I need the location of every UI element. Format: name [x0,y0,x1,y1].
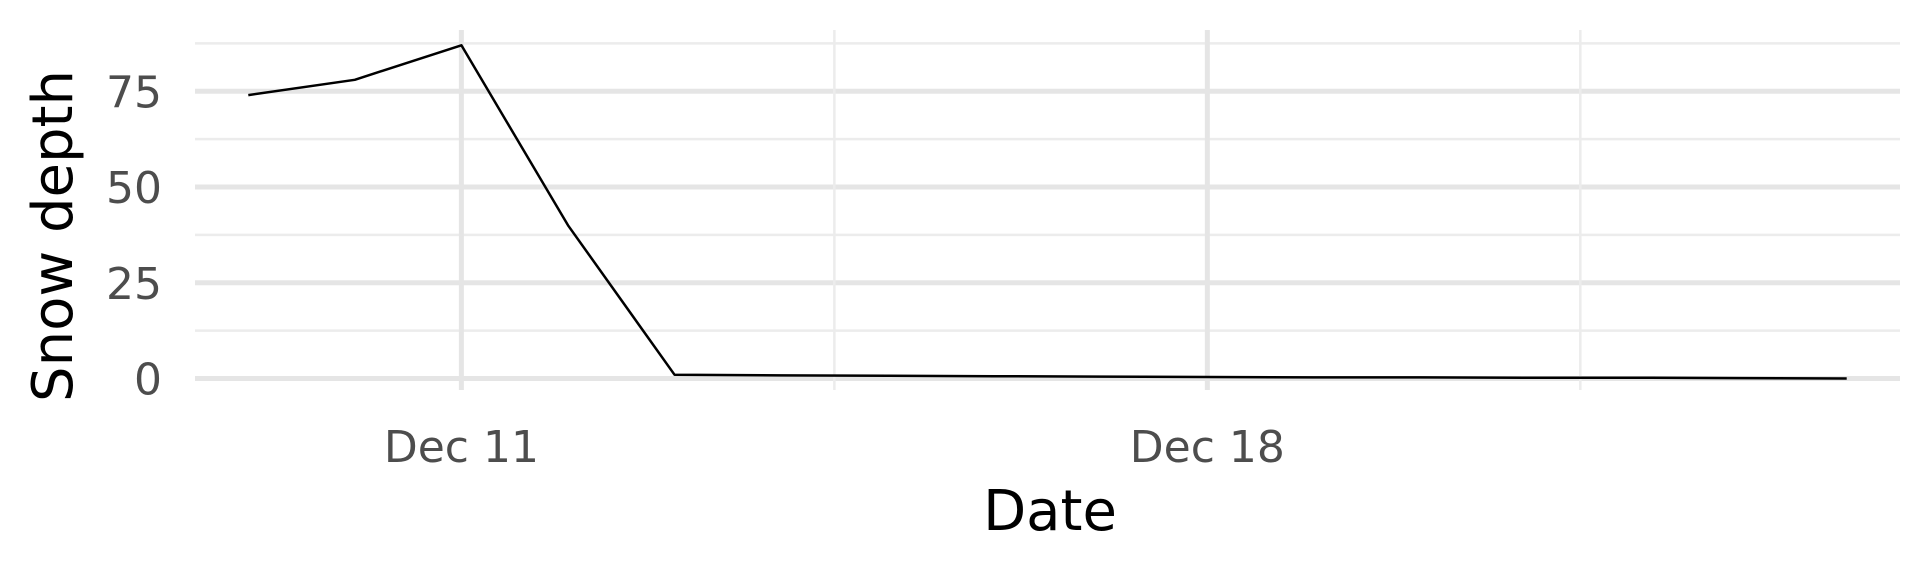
x-tick-label: Dec 11 [384,422,539,473]
y-axis-title: Snow depth [21,70,86,402]
series-line [248,44,1847,380]
x-axis-title: Date [983,479,1117,544]
x-axis-ticks: Dec 11 Dec 18 [384,422,1285,473]
y-axis-ticks: 0 25 50 75 [106,67,162,405]
y-tick-label: 0 [134,355,162,406]
y-tick-label: 25 [106,259,162,310]
x-tick-label: Dec 18 [1130,422,1285,473]
y-tick-label: 75 [106,67,162,118]
series-layer [248,44,1847,380]
grid [195,30,1900,390]
y-tick-label: 50 [106,163,162,214]
